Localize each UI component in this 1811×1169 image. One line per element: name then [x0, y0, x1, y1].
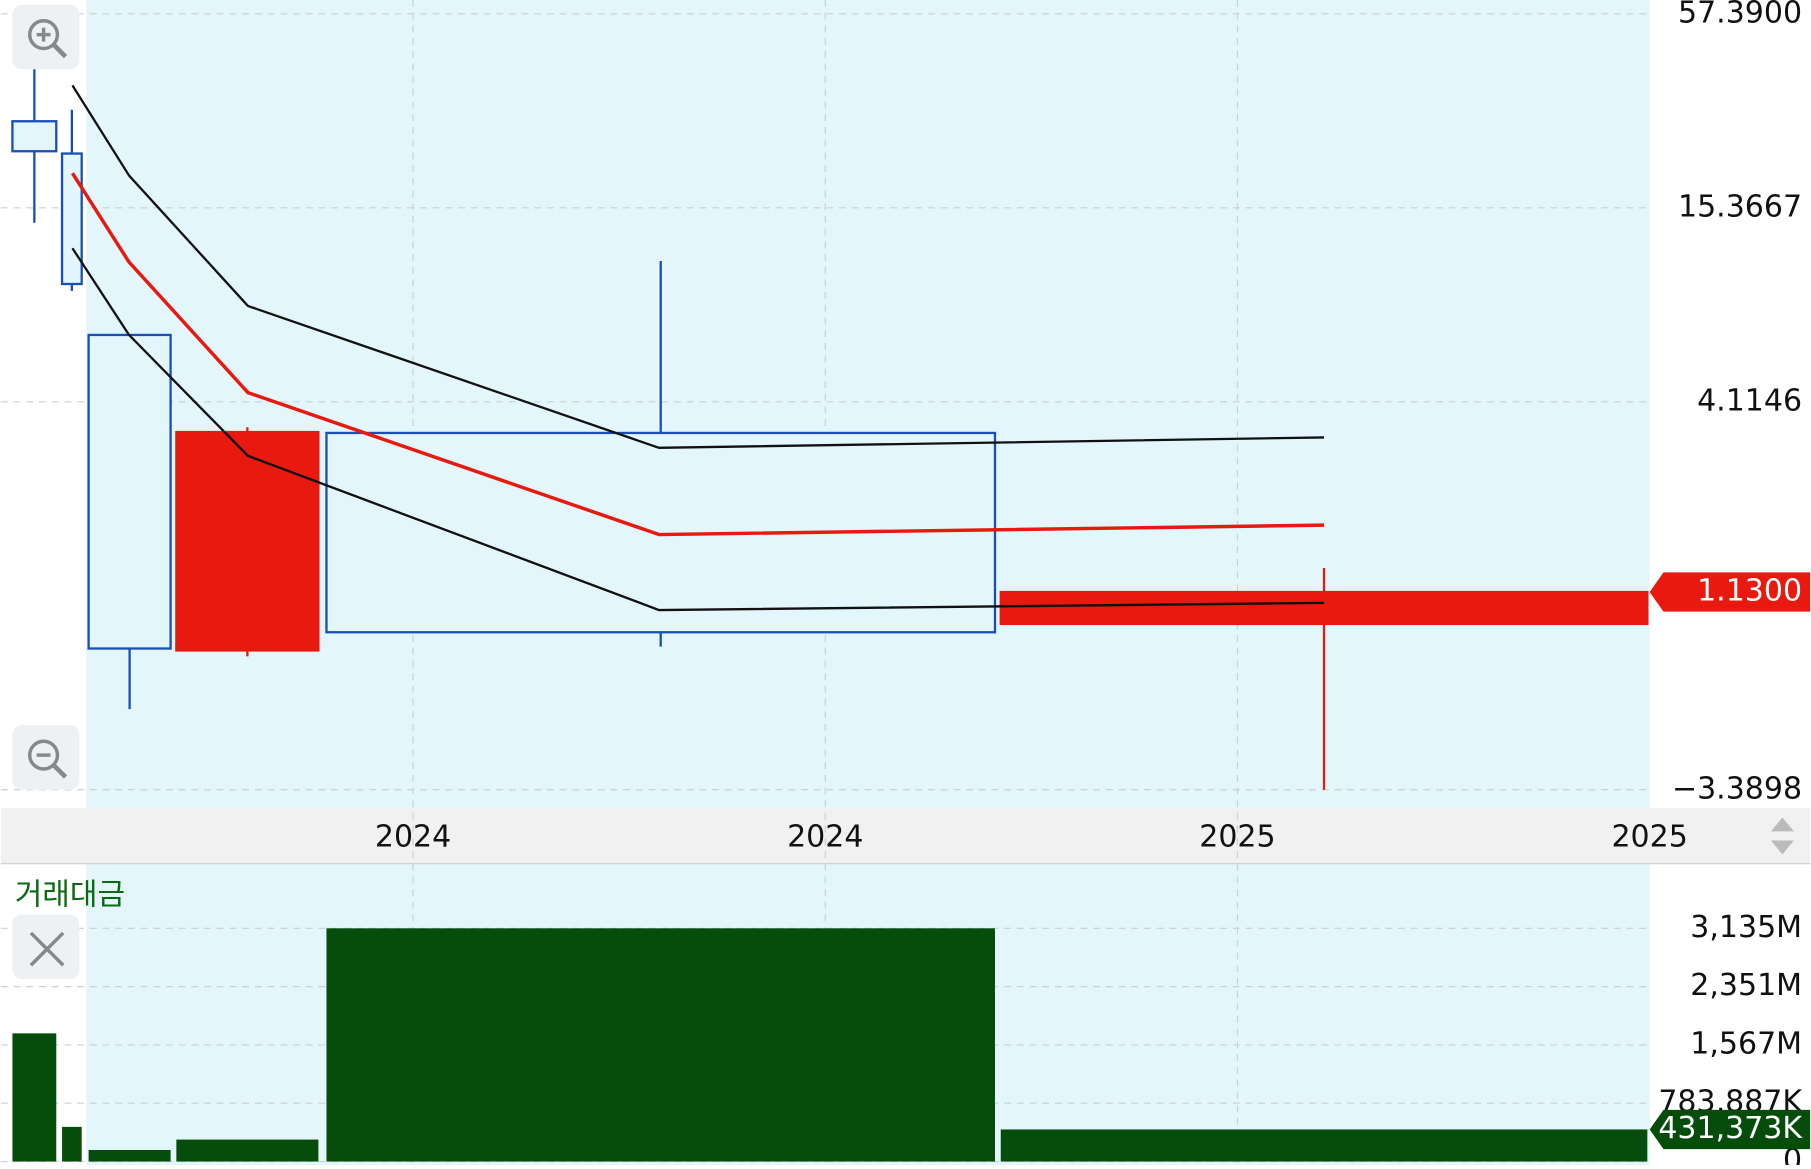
x-axis-strip — [0, 808, 1811, 864]
candle-body — [60, 152, 83, 286]
y-tick-label: 4.1146 — [1697, 383, 1802, 418]
price-tag — [1649, 572, 1811, 612]
plot-shade — [86, 0, 1650, 809]
candle-body — [175, 430, 320, 652]
x-tick-label: 2024 — [787, 820, 863, 855]
volume-bar — [62, 1126, 82, 1162]
y-tick-label: 15.3667 — [1678, 189, 1802, 224]
x-tick-label: 2025 — [1199, 820, 1275, 855]
volume-bar — [176, 1139, 319, 1162]
candle-body — [87, 333, 172, 650]
volume-tag — [1649, 1109, 1811, 1150]
x-tick-label: 2024 — [375, 820, 451, 855]
x-tick-label: 2025 — [1611, 820, 1687, 855]
volume-bar — [12, 1033, 57, 1162]
close-pane[interactable] — [12, 914, 80, 980]
volume-bar — [326, 928, 995, 1162]
y-tick-label: 57.3900 — [1678, 0, 1802, 30]
candle-body — [999, 590, 1649, 626]
volume-tag-label: 431,373K — [1658, 1111, 1803, 1146]
volume-bar — [1000, 1129, 1648, 1162]
y-tick-label: 2,351M — [1690, 968, 1802, 1003]
volume-bar — [88, 1150, 171, 1162]
band-line — [71, 84, 1325, 449]
y-tick-label: 1,567M — [1690, 1026, 1802, 1061]
zoom-out[interactable] — [12, 725, 80, 790]
y-tick-label: −3.3898 — [1672, 771, 1802, 806]
pane-title: 거래대금 — [15, 877, 125, 912]
band-line — [71, 247, 1325, 612]
y-tick-label: 3,135M — [1690, 910, 1802, 945]
price-tag-label: 1.1300 — [1697, 574, 1802, 609]
candle-body — [11, 120, 58, 153]
y-tick-label: 0 — [1783, 1143, 1802, 1165]
band-line — [70, 172, 1325, 537]
scroll-arrows[interactable] — [1758, 810, 1807, 862]
zoom-in[interactable] — [12, 4, 80, 70]
